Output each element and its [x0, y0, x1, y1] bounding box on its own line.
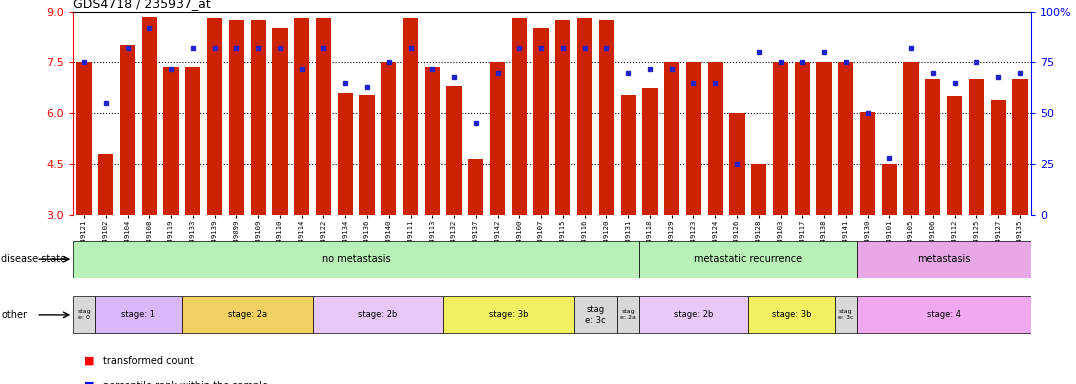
Bar — [381, 62, 396, 215]
Bar — [639, 241, 856, 278]
Bar — [447, 86, 462, 215]
Bar — [925, 79, 940, 215]
Bar — [751, 164, 766, 215]
Bar — [621, 94, 636, 215]
Bar — [73, 296, 95, 333]
Text: stage: 3b: stage: 3b — [489, 310, 528, 319]
Text: stage: 2b: stage: 2b — [674, 310, 713, 319]
Bar — [119, 45, 136, 215]
Text: stag
e: 3c: stag e: 3c — [585, 305, 606, 324]
Bar — [534, 28, 549, 215]
Bar — [991, 100, 1006, 215]
Bar — [425, 68, 440, 215]
Bar — [555, 20, 570, 215]
Text: stage: 2b: stage: 2b — [358, 310, 397, 319]
Bar — [316, 18, 331, 215]
Bar — [856, 241, 1031, 278]
Bar — [359, 94, 374, 215]
Text: disease state: disease state — [1, 254, 67, 264]
Bar — [598, 20, 614, 215]
Bar — [468, 159, 483, 215]
Bar — [795, 62, 810, 215]
Bar — [73, 241, 639, 278]
Text: stage: 1: stage: 1 — [122, 310, 155, 319]
Text: metastatic recurrence: metastatic recurrence — [694, 254, 802, 264]
Text: transformed count: transformed count — [103, 356, 194, 366]
Bar — [773, 62, 788, 215]
Bar — [272, 28, 287, 215]
Bar — [642, 88, 657, 215]
Text: stag
e: 2a: stag e: 2a — [620, 310, 636, 320]
Bar — [664, 62, 679, 215]
Text: stag
e: 3c: stag e: 3c — [838, 310, 853, 320]
Bar — [294, 18, 309, 215]
Bar — [402, 18, 419, 215]
Text: ■: ■ — [84, 381, 95, 384]
Bar — [817, 62, 832, 215]
Text: percentile rank within the sample: percentile rank within the sample — [103, 381, 268, 384]
Bar — [95, 296, 182, 333]
Bar — [881, 164, 897, 215]
Text: stage: 3b: stage: 3b — [771, 310, 811, 319]
Bar — [182, 296, 312, 333]
Bar — [947, 96, 962, 215]
Bar — [708, 62, 723, 215]
Bar — [207, 18, 223, 215]
Text: no metastasis: no metastasis — [322, 254, 391, 264]
Text: ■: ■ — [84, 356, 95, 366]
Bar — [338, 93, 353, 215]
Bar — [490, 62, 506, 215]
Bar — [860, 112, 875, 215]
Text: metastasis: metastasis — [917, 254, 971, 264]
Bar — [98, 154, 113, 215]
Bar — [251, 20, 266, 215]
Bar — [76, 62, 91, 215]
Bar — [164, 68, 179, 215]
Bar — [312, 296, 443, 333]
Bar — [838, 62, 853, 215]
Text: stag
e: 0: stag e: 0 — [77, 310, 90, 320]
Text: GDS4718 / 235937_at: GDS4718 / 235937_at — [73, 0, 211, 10]
Bar — [730, 113, 745, 215]
Bar — [229, 20, 244, 215]
Bar — [835, 296, 856, 333]
Bar — [443, 296, 574, 333]
Bar — [685, 62, 702, 215]
Bar — [142, 17, 157, 215]
Bar — [639, 296, 748, 333]
Bar — [512, 18, 527, 215]
Bar — [577, 18, 592, 215]
Bar — [574, 296, 618, 333]
Bar — [748, 296, 835, 333]
Text: stage: 2a: stage: 2a — [228, 310, 267, 319]
Text: other: other — [1, 310, 27, 320]
Text: stage: 4: stage: 4 — [926, 310, 961, 319]
Bar — [1013, 79, 1028, 215]
Bar — [968, 79, 985, 215]
Bar — [904, 62, 919, 215]
Bar — [856, 296, 1031, 333]
Bar — [185, 68, 200, 215]
Bar — [618, 296, 639, 333]
